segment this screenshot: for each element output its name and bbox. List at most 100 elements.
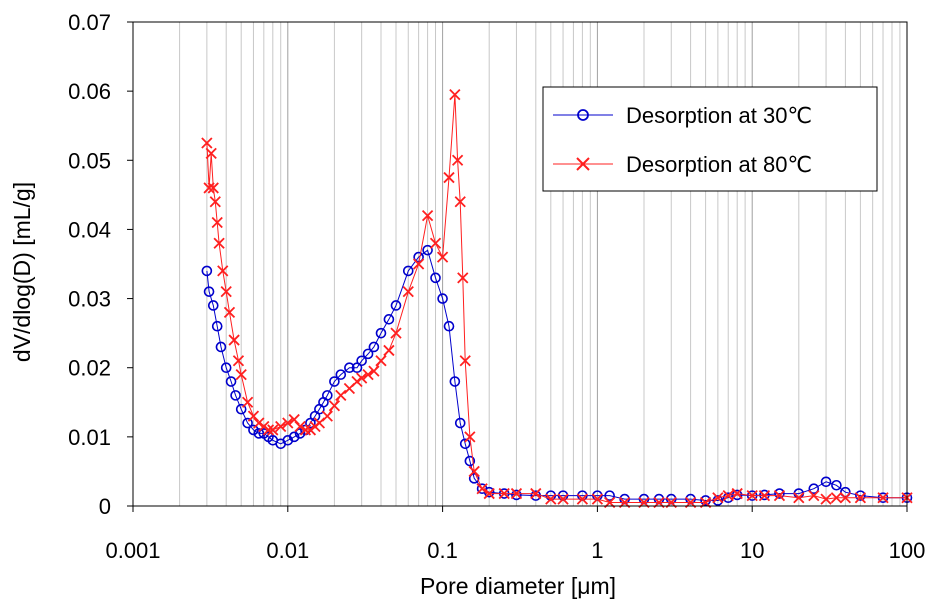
data-point [213, 237, 225, 249]
data-point [402, 286, 414, 298]
data-point [576, 493, 589, 505]
data-point [402, 265, 414, 277]
legend-box [542, 86, 878, 192]
data-point [758, 489, 771, 502]
y-axis-title: dV/dlog(D) [mL/g] [9, 182, 35, 362]
data-point [230, 390, 241, 401]
data-point [746, 489, 758, 502]
data-point [449, 376, 461, 387]
y-tick-label: 0.07 [68, 10, 111, 35]
x-tick-label: 10 [740, 538, 764, 563]
data-point [220, 286, 232, 298]
data-point [203, 286, 215, 297]
data-point [839, 492, 852, 504]
data-point [225, 376, 237, 387]
data-point [604, 490, 615, 501]
data-point [220, 362, 232, 374]
data-point [368, 365, 380, 377]
legend-label-series-1: Desorption at 30℃ [626, 103, 812, 128]
data-point [476, 483, 488, 495]
data-point [545, 493, 557, 505]
data-point [299, 424, 312, 436]
data-point [429, 237, 442, 249]
data-point [557, 493, 569, 505]
data-point [443, 171, 455, 184]
data-point [773, 489, 786, 502]
data-point [437, 293, 448, 304]
data-point [275, 420, 287, 433]
data-point [457, 272, 469, 284]
data-point [375, 327, 387, 339]
data-point [855, 490, 866, 501]
x-tick-label: 0.001 [105, 538, 160, 563]
data-point [242, 417, 253, 429]
series-layer [201, 88, 913, 509]
data-point [344, 362, 355, 374]
series-2 [201, 88, 913, 509]
data-point [510, 487, 523, 500]
data-point [335, 389, 347, 402]
data-point [294, 428, 306, 439]
data-point [223, 306, 236, 319]
data-point [248, 424, 259, 436]
data-point [267, 424, 279, 436]
data-point [205, 147, 217, 160]
legend-marker-series-2 [576, 157, 590, 171]
y-tick-label: 0.05 [68, 148, 111, 173]
data-point [464, 455, 476, 467]
data-point [322, 390, 333, 401]
y-tick-label: 0 [99, 494, 111, 519]
data-point [459, 355, 471, 367]
legend: Desorption at 30℃ Desorption at 80℃ [542, 86, 878, 192]
data-point [217, 265, 229, 277]
data-point [820, 476, 832, 488]
legend-label-series-2: Desorption at 80℃ [626, 152, 812, 177]
data-point [712, 495, 724, 506]
data-point [247, 410, 260, 422]
data-point [412, 258, 425, 270]
data-point [228, 334, 240, 346]
data-point [820, 493, 832, 505]
x-axis-title: Pore diameter [μm] [420, 573, 616, 599]
data-point [443, 320, 455, 332]
data-point [211, 320, 223, 332]
data-point [808, 483, 820, 495]
data-point [793, 492, 805, 504]
y-tick-label: 0.04 [68, 217, 111, 242]
data-point [262, 424, 275, 436]
y-tick-label: 0.03 [68, 287, 111, 312]
data-point [498, 487, 510, 500]
data-point [383, 314, 395, 325]
data-point [362, 368, 374, 381]
data-point [253, 428, 265, 439]
data-point [430, 272, 441, 284]
data-point [362, 348, 374, 360]
data-point [383, 344, 395, 357]
data-point [722, 489, 734, 502]
data-point [215, 341, 227, 353]
legend-marker-series-1 [577, 109, 589, 121]
data-point [207, 182, 219, 194]
y-axis-ticks: 0 0.01 0.02 0.03 0.04 0.05 0.06 0.07 [68, 10, 133, 519]
x-tick-label: 1 [591, 538, 603, 563]
data-point [203, 182, 215, 194]
data-point [390, 327, 402, 339]
data-point [808, 489, 820, 502]
y-tick-label: 0.02 [68, 356, 111, 381]
data-point [436, 251, 449, 263]
plot-border [132, 21, 908, 507]
data-point [235, 403, 247, 415]
data-point [483, 487, 495, 500]
data-point [253, 417, 265, 429]
data-point [282, 417, 294, 429]
data-point [511, 489, 522, 501]
data-point [335, 369, 347, 380]
data-point [459, 438, 471, 450]
data-point [468, 473, 480, 484]
data-point [530, 487, 542, 500]
data-point [468, 465, 480, 478]
data-point [235, 368, 247, 381]
data-point [449, 88, 461, 101]
data-point [422, 244, 433, 256]
